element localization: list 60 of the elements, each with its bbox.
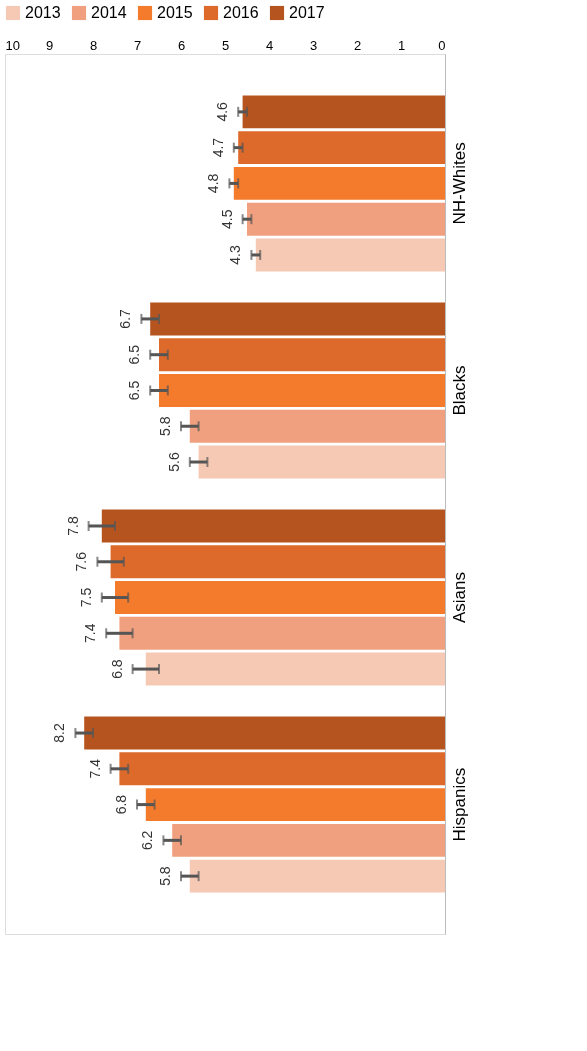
data-label: 7.4 [86,758,103,779]
data-label: 4.3 [227,245,244,265]
y-tick-label: NH-Whites [449,142,469,225]
data-label: 7.5 [77,587,94,608]
legend-label: 2015 [157,4,193,21]
data-label: 4.6 [214,101,231,122]
legend-label: 2016 [223,4,259,21]
bar [145,788,445,822]
data-label: 5.8 [157,416,173,436]
legend-label: 2017 [289,4,325,21]
x-tick-label: 2 [353,37,362,53]
bar [238,131,445,165]
data-label: 4.5 [218,209,235,229]
data-label: 5.6 [165,452,182,472]
data-label: 6.8 [108,659,125,679]
data-label: 5.8 [157,866,173,886]
data-label: 4.8 [205,173,222,194]
data-label: 6.5 [126,344,143,365]
x-tick-label: 6 [177,37,186,53]
x-tick-label: 7 [133,37,142,53]
bar [110,545,445,579]
data-label: 8.2 [51,723,68,743]
data-label: 6.5 [126,380,143,401]
bar [255,238,445,272]
data-label: 7.6 [73,551,90,572]
bar [119,752,445,786]
bar [189,409,445,443]
legend-label: 2013 [25,4,61,21]
bar [247,202,445,236]
y-tick-label: Blacks [449,365,469,416]
bar [198,445,445,479]
y-tick-label: Hispanics [449,767,469,842]
bar [242,95,445,129]
data-label: 7.8 [64,516,81,536]
x-tick-label: 10 [5,37,20,53]
x-tick-label: 3 [309,37,318,53]
legend-label: 2014 [91,4,127,21]
data-label: 6.7 [117,308,134,329]
bar [159,338,445,372]
data-label: 6.8 [113,794,129,815]
bar [119,616,445,650]
data-label: 7.4 [82,623,99,644]
x-tick-label: 4 [265,37,274,53]
bar [159,374,445,407]
x-tick-label: 8 [89,37,98,53]
data-label: 6.2 [139,830,156,851]
y-tick-label: Asians [449,572,469,624]
data-label: 4.7 [209,137,226,158]
x-tick-label: 1 [397,37,406,53]
bar [115,581,445,614]
x-tick-label: 0 [438,37,446,53]
bar [150,302,445,336]
x-tick-label: 9 [45,37,54,53]
bar [189,859,445,893]
bar [84,716,445,750]
bar [172,823,445,857]
bar [101,509,445,543]
x-tick-label: 5 [221,37,230,53]
bar [145,652,445,686]
bar [233,166,445,200]
